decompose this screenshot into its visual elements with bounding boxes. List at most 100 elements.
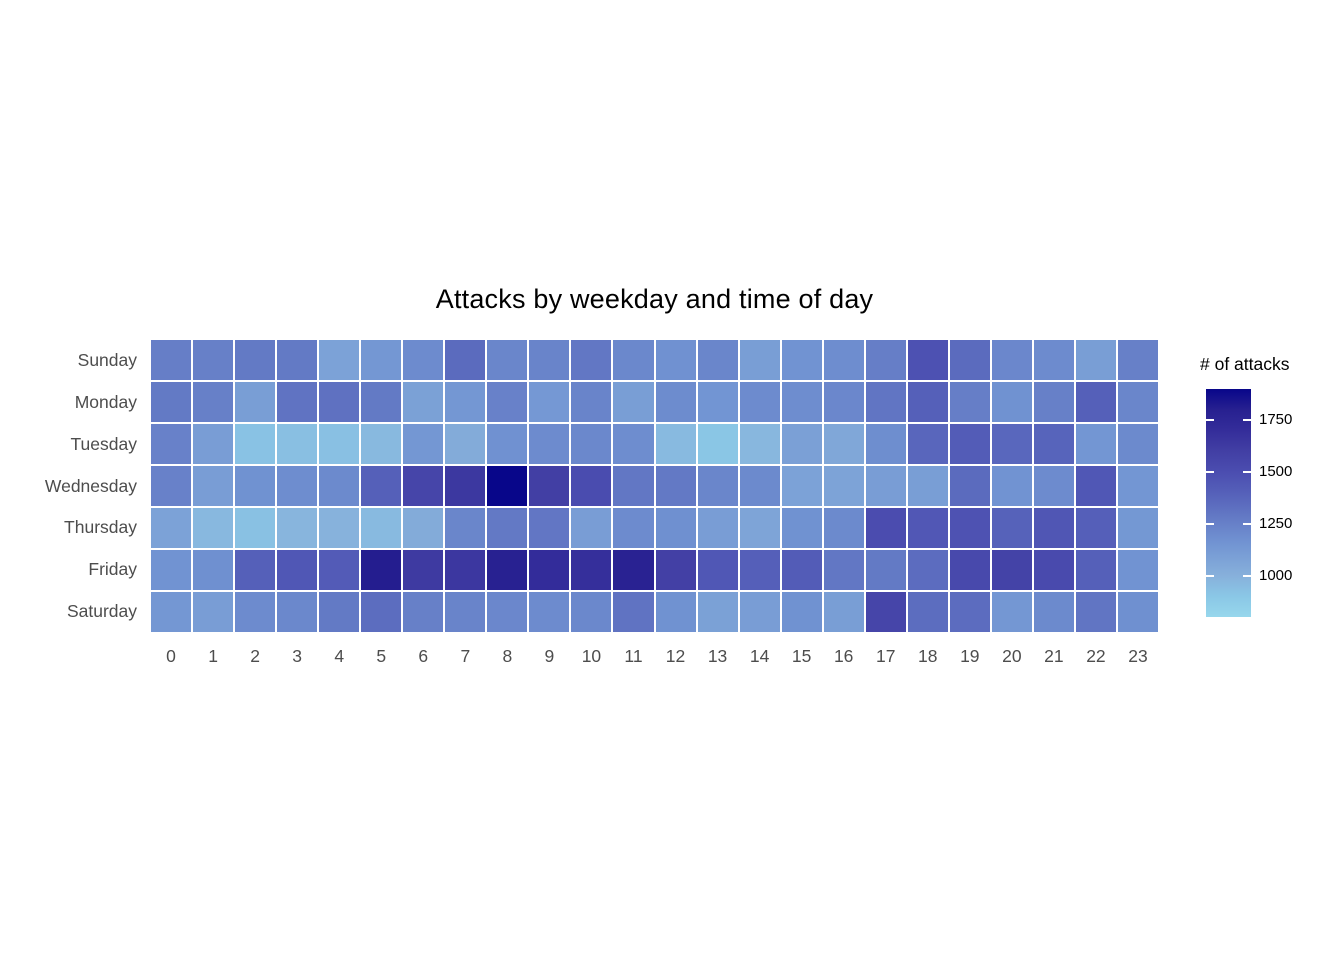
- heatmap-cell: [235, 340, 276, 380]
- legend-colorbar: [1206, 389, 1251, 617]
- heatmap-cell: [151, 508, 192, 548]
- legend-tick-mark: [1206, 574, 1214, 577]
- heatmap-cell: [1033, 382, 1074, 422]
- heatmap-cell: [445, 466, 486, 506]
- heatmap-cell: [361, 382, 402, 422]
- heatmap-cell: [319, 466, 360, 506]
- heatmap-cell: [781, 592, 822, 632]
- heatmap-cell: [1075, 382, 1116, 422]
- heatmap-cell: [949, 592, 990, 632]
- heatmap-cell: [571, 340, 612, 380]
- legend-tick-label: 1500: [1259, 462, 1293, 480]
- y-axis-label: Monday: [74, 392, 137, 413]
- heatmap-cell: [949, 466, 990, 506]
- y-axis-label: Sunday: [77, 350, 137, 371]
- heatmap-cell: [151, 466, 192, 506]
- legend-tick-mark: [1243, 522, 1251, 525]
- heatmap-cell: [361, 550, 402, 590]
- heatmap-cell: [487, 466, 528, 506]
- heatmap-cell: [319, 382, 360, 422]
- heatmap-cell: [529, 466, 570, 506]
- heatmap-cell: [697, 424, 738, 464]
- heatmap-cell: [277, 424, 318, 464]
- heatmap-cell: [1033, 508, 1074, 548]
- heatmap-cell: [235, 466, 276, 506]
- heatmap-cell: [697, 340, 738, 380]
- heatmap-cell: [655, 466, 696, 506]
- heatmap-cell: [235, 550, 276, 590]
- heatmap-cell: [613, 382, 654, 422]
- heatmap-cell: [865, 592, 906, 632]
- heatmap-cell: [1075, 550, 1116, 590]
- heatmap-cell: [865, 508, 906, 548]
- x-axis-label: 14: [749, 646, 770, 666]
- heatmap-cell: [865, 382, 906, 422]
- heatmap-cell: [319, 508, 360, 548]
- heatmap-cell: [1075, 340, 1116, 380]
- heatmap-cell: [403, 424, 444, 464]
- heatmap-cell: [1075, 466, 1116, 506]
- heatmap-cell: [991, 466, 1032, 506]
- heatmap-cell: [991, 340, 1032, 380]
- heatmap-cell: [655, 592, 696, 632]
- heatmap-cell: [781, 340, 822, 380]
- heatmap-cell: [361, 508, 402, 548]
- heatmap-cell: [361, 592, 402, 632]
- legend-tick-mark: [1243, 470, 1251, 473]
- heatmap-cell: [445, 382, 486, 422]
- heatmap-cell: [403, 550, 444, 590]
- heatmap-cell: [361, 466, 402, 506]
- heatmap-cell: [487, 424, 528, 464]
- heatmap-cell: [445, 340, 486, 380]
- legend-tick-label: 1250: [1259, 514, 1293, 532]
- x-axis-label: 23: [1128, 646, 1148, 666]
- heatmap-cell: [865, 340, 906, 380]
- heatmap-cell: [1117, 382, 1158, 422]
- heatmap-cell: [949, 550, 990, 590]
- heatmap-cell: [361, 340, 402, 380]
- heatmap-cell: [991, 424, 1032, 464]
- heatmap-cell: [781, 382, 822, 422]
- heatmap-cell: [697, 592, 738, 632]
- heatmap-cell: [445, 508, 486, 548]
- heatmap-cell: [907, 592, 948, 632]
- legend-tick-mark: [1206, 470, 1214, 473]
- y-axis-label: Saturday: [66, 600, 137, 621]
- heatmap-cell: [907, 424, 948, 464]
- heatmap-cell: [739, 508, 780, 548]
- legend-tick-mark: [1206, 419, 1214, 422]
- heatmap-cell: [235, 592, 276, 632]
- heatmap-cell: [571, 466, 612, 506]
- heatmap-cell: [571, 550, 612, 590]
- heatmap-cell: [1117, 550, 1158, 590]
- heatmap-cell: [1033, 424, 1074, 464]
- heatmap-cell: [193, 550, 234, 590]
- legend-tick-label: 1750: [1259, 411, 1293, 429]
- heatmap-cell: [319, 550, 360, 590]
- heatmap-cell: [823, 508, 864, 548]
- heatmap-cell: [571, 382, 612, 422]
- heatmap-cell: [697, 550, 738, 590]
- heatmap-cell: [1033, 340, 1074, 380]
- heatmap-cell: [907, 508, 948, 548]
- heatmap-cell: [445, 550, 486, 590]
- heatmap-cell: [277, 592, 318, 632]
- heatmap-cell: [823, 466, 864, 506]
- heatmap-cell: [445, 592, 486, 632]
- heatmap-cell: [403, 466, 444, 506]
- heatmap-cell: [613, 340, 654, 380]
- heatmap-cell: [739, 340, 780, 380]
- y-axis-labels: Sunday Monday Tuesday Wednesday Thursday Frid…: [0, 340, 143, 632]
- heatmap-cell: [613, 466, 654, 506]
- heatmap-cell: [655, 382, 696, 422]
- heatmap-cell: [1117, 592, 1158, 632]
- heatmap-cell: [823, 340, 864, 380]
- heatmap-cell: [235, 424, 276, 464]
- heatmap-cell: [949, 382, 990, 422]
- x-axis-label: 11: [624, 646, 643, 666]
- heatmap-cell: [907, 382, 948, 422]
- heatmap-cell: [277, 382, 318, 422]
- heatmap-cell: [319, 592, 360, 632]
- heatmap-cell: [151, 382, 192, 422]
